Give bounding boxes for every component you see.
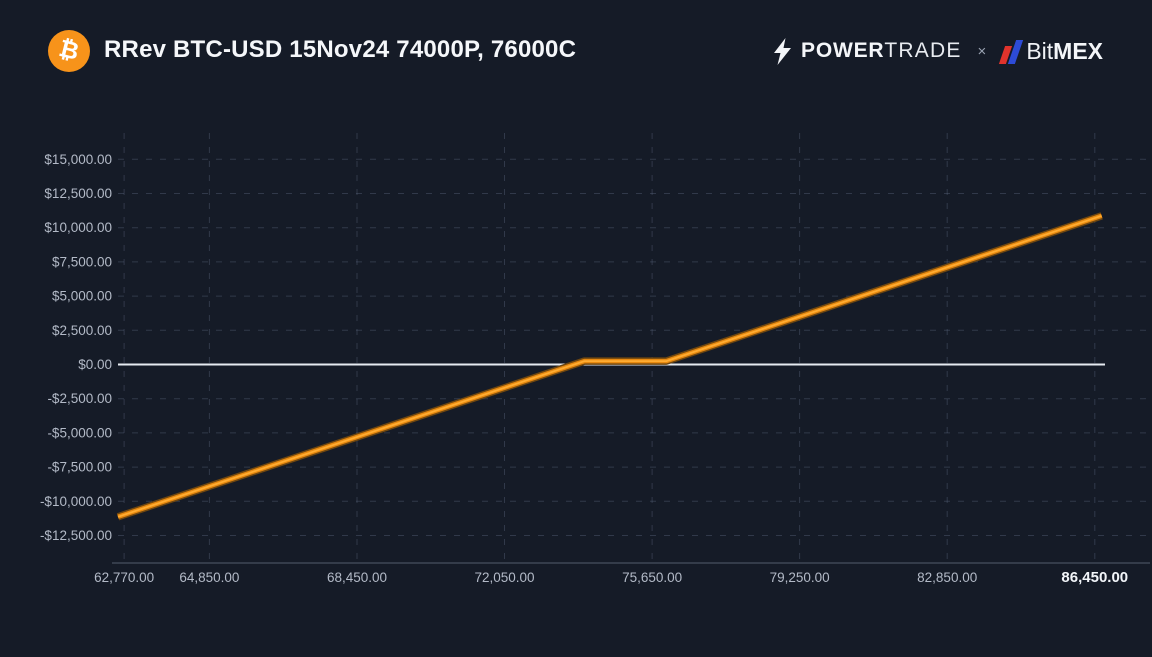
bitmex-mark-blue	[1008, 40, 1024, 64]
svg-text:$5,000.00: $5,000.00	[52, 289, 112, 304]
svg-text:$10,000.00: $10,000.00	[44, 220, 112, 235]
y-axis-labels: $15,000.00 $12,500.00 $10,000.00 $7,500.00 $…	[40, 152, 112, 543]
payoff-line	[116, 212, 1103, 521]
bitmex-wordmark-bold: MEX	[1053, 37, 1103, 64]
powertrade-wordmark-light: TRADE	[884, 39, 962, 62]
bitcoin-icon: ₿	[48, 30, 90, 72]
svg-text:$2,500.00: $2,500.00	[52, 323, 112, 338]
svg-text:62,770.00: 62,770.00	[94, 570, 154, 585]
svg-text:$0.00: $0.00	[78, 357, 112, 372]
x-axis-labels: 62,770.00 64,850.00 68,450.00 72,050.00 75,6…	[94, 569, 1128, 586]
svg-text:68,450.00: 68,450.00	[327, 570, 387, 585]
logo-separator: ×	[977, 42, 987, 60]
bitmex-logo-icon	[999, 38, 1024, 64]
svg-text:-$2,500.00: -$2,500.00	[47, 391, 112, 406]
brand-logos: POWER TRADE × Bit MEX	[773, 33, 1103, 69]
grid-horizontal	[118, 158, 1148, 536]
grid-vertical	[123, 133, 1096, 563]
svg-text:-$7,500.00: -$7,500.00	[47, 460, 112, 475]
bitcoin-symbol: ₿	[56, 35, 82, 66]
svg-text:-$12,500.00: -$12,500.00	[40, 528, 112, 543]
svg-text:-$5,000.00: -$5,000.00	[47, 425, 112, 440]
header: ₿ RRev BTC-USD 15Nov24 74000P, 76000C PO…	[0, 0, 1152, 102]
svg-text:64,850.00: 64,850.00	[179, 570, 239, 585]
bitmex-wordmark-regular: Bit	[1026, 37, 1054, 64]
svg-text:75,650.00: 75,650.00	[622, 570, 682, 585]
page-title: RRev BTC-USD 15Nov24 74000P, 76000C	[104, 36, 577, 63]
svg-text:82,850.00: 82,850.00	[917, 570, 977, 585]
svg-text:$15,000.00: $15,000.00	[44, 152, 112, 167]
svg-text:72,050.00: 72,050.00	[474, 570, 534, 585]
powertrade-bolt-icon	[773, 37, 792, 65]
svg-text:79,250.00: 79,250.00	[770, 570, 830, 585]
svg-text:86,450.00: 86,450.00	[1061, 569, 1128, 586]
powertrade-wordmark-bold: POWER	[801, 39, 885, 62]
svg-text:-$10,000.00: -$10,000.00	[40, 494, 112, 509]
svg-text:$12,500.00: $12,500.00	[44, 186, 112, 201]
svg-text:$7,500.00: $7,500.00	[52, 254, 112, 269]
